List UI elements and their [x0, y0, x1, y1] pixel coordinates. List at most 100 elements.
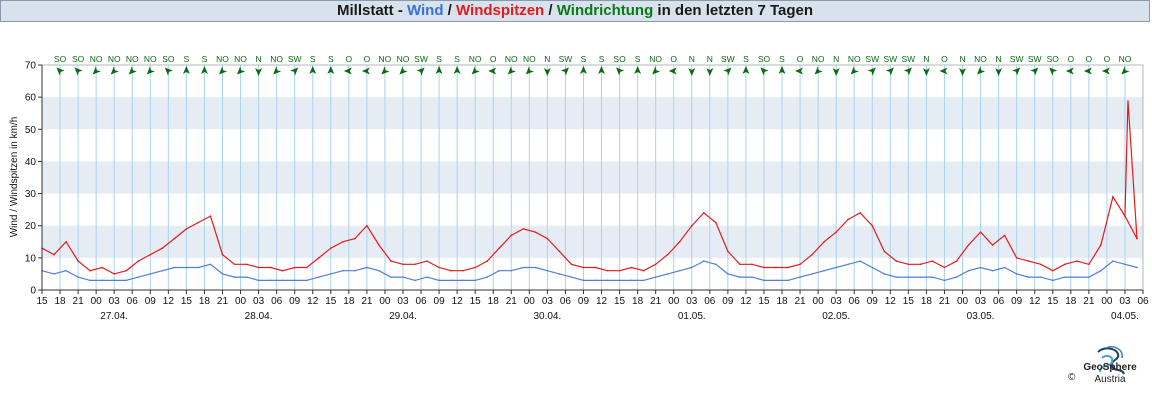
x-tick-label: 06	[127, 296, 139, 307]
wind-arrow-shape	[218, 66, 228, 75]
date-label: 30.04.	[533, 311, 561, 322]
data-point	[498, 269, 501, 272]
x-tick-label: 00	[668, 296, 680, 307]
wind-arrow-shape	[1083, 67, 1092, 75]
wind-arrow-icon	[939, 67, 948, 75]
wind-arrow-icon	[598, 66, 606, 74]
title-gusts: Windspitzen	[456, 2, 545, 19]
direction-label: SW	[1028, 54, 1042, 64]
data-point	[1039, 276, 1042, 278]
x-tick-label: 21	[73, 296, 85, 307]
direction-label: NO	[270, 54, 283, 64]
data-point	[390, 276, 392, 278]
direction-label: S	[635, 54, 641, 64]
wind-arrow-icon	[74, 67, 83, 76]
wind-arrow-shape	[361, 67, 370, 75]
grid-band	[42, 97, 1143, 130]
direction-label: SO	[162, 54, 175, 64]
data-point	[1076, 276, 1078, 278]
wind-arrow-shape	[634, 66, 642, 74]
data-point	[799, 263, 801, 266]
x-tick-label: 03	[686, 296, 698, 307]
data-point	[895, 276, 898, 278]
wind-arrow-shape	[560, 67, 569, 76]
direction-label: SO	[54, 54, 67, 64]
wind-arrow-shape	[922, 68, 930, 76]
direction-label: SW	[414, 54, 428, 64]
data-point	[65, 240, 67, 243]
wind-arrow-icon	[128, 66, 137, 75]
data-point	[329, 273, 332, 275]
series-group	[41, 100, 1138, 282]
wind-arrow-icon	[416, 67, 425, 76]
data-point	[1112, 260, 1114, 262]
data-point	[378, 269, 380, 272]
data-point	[666, 253, 669, 256]
x-tick-label: 18	[1065, 296, 1077, 307]
wind-arrow-shape	[652, 66, 661, 75]
wind-arrow-shape	[74, 67, 83, 76]
date-label: 02.05.	[822, 311, 850, 322]
direction-label: S	[436, 54, 442, 64]
data-point	[257, 279, 260, 282]
x-tick-label: 09	[722, 296, 734, 307]
data-point	[486, 260, 489, 262]
data-point	[775, 279, 777, 282]
wind-arrow-shape	[128, 66, 137, 75]
data-point	[1100, 269, 1102, 272]
logo-mark-3	[1105, 346, 1123, 359]
wind-arrow-shape	[706, 68, 714, 76]
data-point	[883, 250, 886, 253]
direction-label: NO	[469, 54, 482, 64]
data-point	[173, 266, 176, 269]
wind-arrow-shape	[795, 67, 804, 75]
y-tick-label: 0	[30, 286, 36, 297]
data-point	[703, 260, 705, 262]
wind-arrow-shape	[1101, 67, 1110, 75]
wind-arrow-shape	[507, 66, 516, 75]
data-point	[775, 266, 777, 269]
chart-title: Millstatt - Wind / Windspitzen / Windric…	[0, 0, 1150, 22]
wind-arrow-shape	[290, 67, 299, 76]
x-tick-label: 21	[650, 296, 662, 307]
wind-arrow-icon	[56, 67, 65, 76]
data-point	[666, 273, 669, 275]
wind-arrow-shape	[543, 68, 551, 76]
data-point	[895, 260, 898, 262]
wind-arrow-icon	[959, 68, 967, 76]
direction-label: SO	[758, 54, 771, 64]
wind-arrow-shape	[309, 66, 317, 74]
data-point	[149, 273, 152, 275]
data-point	[727, 273, 729, 275]
x-tick-label: 15	[181, 296, 193, 307]
wind-arrow-shape	[867, 67, 876, 76]
y-tick-label: 10	[25, 253, 37, 264]
x-tick-label: 15	[325, 296, 337, 307]
wind-arrow-icon	[273, 66, 282, 75]
wind-arrow-shape	[182, 66, 190, 74]
wind-arrow-shape	[435, 66, 443, 74]
data-point	[77, 260, 79, 262]
wind-arrow-icon	[327, 66, 335, 74]
data-point	[642, 279, 645, 282]
direction-label: NO	[523, 54, 536, 64]
wind-arrow-shape	[668, 67, 677, 75]
data-point	[329, 247, 332, 250]
wind-arrow-icon	[1083, 67, 1092, 75]
title-sep1: /	[443, 2, 457, 19]
data-point	[594, 266, 597, 269]
wind-arrow-icon	[850, 66, 859, 75]
y-tick-label: 40	[25, 157, 37, 168]
data-point	[787, 266, 789, 269]
wind-arrow-icon	[309, 66, 317, 74]
data-point	[402, 276, 404, 278]
data-point	[510, 234, 513, 237]
x-tick-label: 15	[1047, 296, 1059, 307]
data-point	[811, 273, 813, 275]
data-point	[462, 269, 464, 272]
wind-arrow-icon	[543, 68, 551, 76]
wind-arrow-shape	[832, 68, 840, 76]
data-point	[943, 266, 946, 269]
data-point	[811, 253, 813, 256]
direction-label: N	[707, 54, 713, 64]
